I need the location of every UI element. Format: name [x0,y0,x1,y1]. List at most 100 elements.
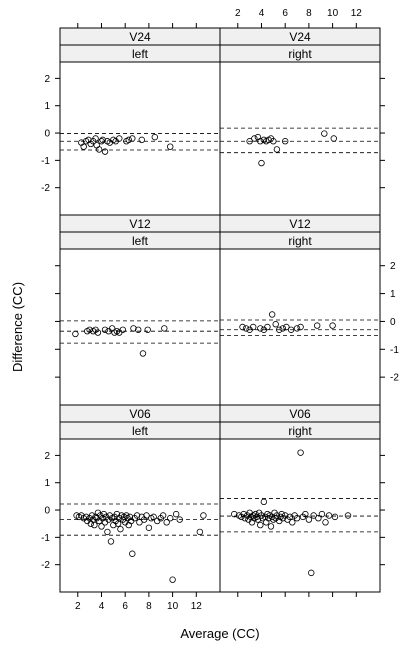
strip-v06-right-side [219,421,381,440]
strip-v12-right-side [219,231,381,250]
point-v12-right-7 [268,311,276,318]
point-v06-right-37 [286,513,294,521]
point-v12-right-6 [264,323,271,331]
point-v06-left-56 [167,515,174,522]
point-v06-right-48 [318,510,326,518]
point-v24-left-1 [80,143,87,150]
point-v24-left-11 [101,148,109,155]
point-v06-right-14 [254,516,262,523]
point-v24-left-19 [129,135,136,142]
y-tick-label-right: 1 [390,289,396,300]
point-v06-right-3 [240,510,247,518]
panel-frame-v24-right [219,61,381,216]
point-v12-left-14 [135,326,142,333]
point-v12-right-16 [329,322,336,329]
point-v12-right-0 [239,323,246,331]
point-v12-right-1 [242,325,250,332]
data-points [72,130,352,583]
point-v12-right-9 [276,326,283,333]
point-v06-right-0 [231,510,238,518]
point-v12-left-0 [72,330,79,338]
y-tick-label-right: -2 [390,373,399,384]
point-v06-left-24 [107,538,115,545]
point-v12-right-11 [283,323,290,331]
x-tick-label-top: 4 [259,8,265,19]
x-tick-label-bottom: 2 [75,601,81,612]
point-v06-left-40 [126,513,134,521]
point-v12-left-15 [139,350,147,357]
panel-strips: V24 left V24 right V12 left V12 right V06 left V06… [59,27,381,440]
y-tick-label-left: 1 [44,101,50,112]
y-tick-label-left: 2 [44,451,50,462]
y-tick-label-right: -1 [390,345,399,356]
x-tick-label-bottom: 4 [99,601,105,612]
strip-label-v24-left-visit: V24 [129,30,151,44]
y-tick-label-left: 1 [44,478,50,489]
point-v06-right-30 [273,512,281,519]
point-v24-right-0 [246,138,253,145]
point-v12-right-3 [249,323,257,331]
point-v06-right-52 [344,512,352,519]
point-v06-right-46 [310,512,317,519]
x-tick-label-bottom: 10 [167,601,179,612]
point-v12-right-13 [293,325,301,332]
strip-label-v24-left-side: left [132,47,149,61]
point-v06-right-41 [297,449,304,456]
x-tick-label-bottom: 6 [122,601,128,612]
point-v06-right-25 [267,523,275,530]
point-v12-left-12 [119,326,127,333]
strip-label-v06-left-visit: V06 [129,407,151,421]
x-tick-label-top: 10 [327,8,339,19]
point-v06-left-57 [169,576,176,583]
point-v12-right-4 [257,325,264,332]
panel-frame-v12-left [59,248,221,406]
x-tick-label-bottom: 12 [191,601,203,612]
y-tick-label-left: -2 [41,560,50,571]
point-v06-left-4 [82,513,90,521]
strip-label-v12-right-visit: V12 [289,217,311,231]
point-v06-left-49 [145,524,153,531]
point-v06-left-58 [172,510,180,518]
point-v06-right-51 [331,513,339,521]
point-v06-left-22 [105,516,112,523]
point-v06-left-32 [117,525,124,533]
point-v12-right-10 [279,325,287,332]
point-v06-left-45 [136,519,143,526]
point-v24-left-20 [138,136,145,144]
point-v12-right-8 [272,321,279,328]
point-v24-left-8 [95,146,103,153]
point-v24-left-16 [116,135,123,142]
point-v12-left-5 [94,329,102,336]
panel-frame-v24-left [59,61,221,216]
y-axis-title: Difference (CC) [10,282,25,372]
strip-label-v12-right-side: right [288,234,312,248]
point-v06-left-42 [129,550,136,557]
strip-label-v06-right-visit: V06 [289,407,311,421]
point-v06-left-21 [104,528,111,536]
x-tick-label-bottom: 8 [146,601,152,612]
point-v06-right-45 [308,569,315,577]
strip-label-v24-right-side: right [288,47,312,61]
y-tick-label-right: 0 [390,317,396,328]
y-tick-label-left: 0 [44,506,50,517]
point-v06-right-19 [260,498,268,506]
point-v24-left-21 [151,133,159,141]
point-v12-left-17 [161,325,168,332]
strip-label-v12-left-visit: V12 [129,217,151,231]
point-v12-right-15 [313,322,321,329]
x-tick-label-top: 6 [282,8,288,19]
point-v06-right-40 [293,515,301,522]
point-v12-left-13 [130,325,137,332]
point-v24-right-4 [258,159,265,167]
x-tick-label-top: 2 [235,8,241,19]
point-v24-right-12 [321,130,328,137]
point-v06-left-10 [91,521,98,529]
y-tick-label-left: -2 [41,183,50,194]
point-v06-left-48 [143,512,150,519]
point-v24-right-13 [330,135,337,142]
point-v06-right-33 [278,510,285,518]
x-tick-label-top: 12 [351,8,363,19]
y-tick-label-left: -1 [41,156,50,167]
